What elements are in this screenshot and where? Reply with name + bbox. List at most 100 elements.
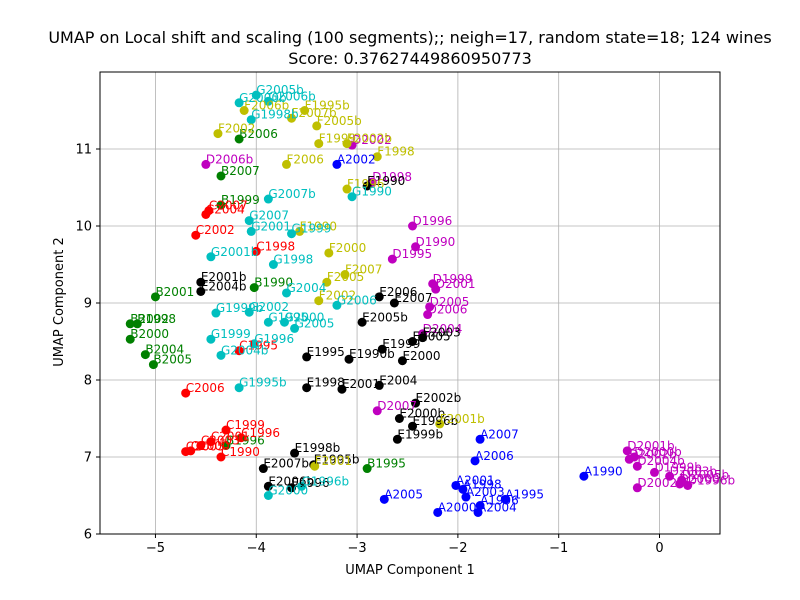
data-point: [374, 292, 384, 302]
x-tick-label: −5: [146, 541, 165, 556]
data-point: [473, 507, 483, 517]
data-point: [201, 159, 211, 169]
point-label: B1996: [226, 433, 265, 447]
point-label: D1990: [416, 235, 456, 249]
data-point: [302, 383, 312, 393]
point-label: B2007: [221, 164, 260, 178]
point-label: E1990: [367, 174, 405, 188]
data-point: [251, 246, 261, 256]
data-point: [206, 437, 216, 447]
axes: −5 −4 −3 −2 −1 0 6 7 8 9 10 11: [75, 71, 721, 556]
point-label: G2007b: [268, 187, 315, 201]
data-point: [279, 317, 289, 327]
data-point: [239, 106, 249, 115]
point-label: G1998: [273, 253, 313, 267]
data-point: [258, 464, 268, 474]
point-label: G1999: [211, 327, 251, 341]
point-label: D2005: [430, 295, 470, 309]
point-label: B2006: [239, 127, 278, 141]
data-point: [196, 286, 206, 296]
x-tick-label: −3: [347, 541, 366, 556]
point-label: G1999b: [216, 301, 263, 315]
data-point: [431, 284, 441, 294]
point-label: G2000b: [239, 91, 286, 105]
data-point: [411, 398, 421, 408]
data-point: [314, 139, 324, 149]
point-label: D2002: [352, 133, 392, 147]
data-point: [244, 216, 254, 226]
point-label: G1995: [268, 310, 308, 324]
data-point: [268, 260, 278, 269]
y-tick-label: 9: [84, 297, 92, 312]
point-label: A2006: [475, 449, 514, 463]
data-point: [246, 115, 256, 125]
data-point: [470, 456, 480, 466]
data-point: [216, 200, 226, 210]
point-label: E1990b: [349, 347, 395, 361]
point-label: G2001: [251, 219, 291, 233]
data-point: [411, 242, 421, 252]
data-point: [263, 194, 273, 204]
point-label: G1999: [292, 222, 332, 236]
data-points: [125, 90, 693, 517]
point-label: F2007: [345, 263, 382, 277]
point-label: E1999: [382, 337, 420, 351]
data-point: [322, 277, 332, 287]
data-point: [263, 317, 273, 327]
point-label: C1998: [256, 239, 295, 253]
data-point: [423, 310, 433, 320]
point-label: F2006: [287, 152, 324, 166]
data-point: [344, 354, 354, 364]
data-point: [295, 226, 305, 236]
point-label: D2003b: [670, 464, 717, 478]
data-point: [632, 461, 642, 471]
data-point: [394, 414, 404, 423]
data-point: [342, 184, 352, 194]
data-point: [377, 344, 387, 354]
data-point: [408, 337, 418, 346]
point-label: E2007b: [263, 457, 309, 471]
data-point: [312, 121, 322, 131]
point-label: D2005b: [682, 468, 729, 482]
data-point: [300, 106, 310, 115]
point-label: B1999: [221, 193, 260, 207]
point-label: C1999: [226, 418, 265, 432]
point-label: D2002b: [629, 447, 676, 461]
point-label: G1996: [254, 332, 294, 346]
y-tick-label: 11: [75, 143, 92, 158]
data-point: [282, 288, 292, 298]
point-label: E2006b: [268, 474, 314, 488]
point-label: E2002b: [416, 391, 462, 405]
point-label: A1995: [505, 487, 544, 501]
point-label: D1996: [413, 214, 453, 228]
point-label: F2006b: [244, 99, 289, 113]
data-point: [234, 346, 244, 356]
data-point: [216, 171, 226, 181]
data-point: [451, 480, 461, 490]
point-label: E1999b: [397, 427, 443, 441]
point-label: C2006: [186, 381, 225, 395]
data-point: [500, 494, 510, 504]
point-label: E1995: [307, 345, 345, 359]
point-label: F2002: [218, 122, 255, 136]
point-label: B1995: [367, 457, 406, 471]
data-point: [181, 388, 191, 398]
data-point: [458, 484, 468, 494]
point-label: D1996b: [688, 473, 735, 487]
chart-title: UMAP on Local shift and scaling (100 seg…: [48, 28, 771, 47]
point-label: D1995: [392, 247, 432, 261]
y-tick-label: 10: [75, 220, 92, 235]
point-label: E2005: [413, 330, 451, 344]
point-label: D2004: [423, 322, 463, 336]
data-point: [379, 494, 389, 504]
point-label: E1996b: [413, 414, 459, 428]
data-point: [362, 181, 372, 191]
data-point: [632, 483, 642, 493]
point-label: B1998: [137, 312, 176, 326]
data-point: [332, 159, 342, 169]
data-point: [216, 452, 226, 462]
point-label: G1998b: [251, 108, 298, 122]
point-label: D2000b: [634, 445, 681, 459]
point-label: G2000: [284, 310, 324, 324]
